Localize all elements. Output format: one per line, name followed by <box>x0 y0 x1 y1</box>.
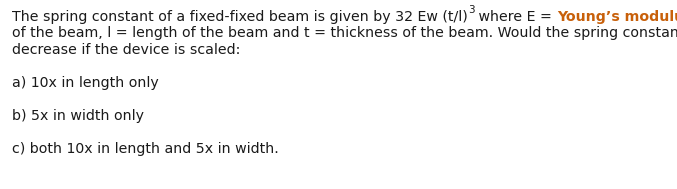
Text: a) 10x in length only: a) 10x in length only <box>12 76 158 90</box>
Text: of the beam, l = length of the beam and t = thickness of the beam. Would the spr: of the beam, l = length of the beam and … <box>12 26 677 40</box>
Text: 3: 3 <box>468 5 475 15</box>
Text: Young’s modulus: Young’s modulus <box>556 10 677 24</box>
Text: c) both 10x in length and 5x in width.: c) both 10x in length and 5x in width. <box>12 142 279 156</box>
Text: where E =: where E = <box>475 10 556 24</box>
Text: The spring constant of a fixed-fixed beam is given by 32 Ew (t/l): The spring constant of a fixed-fixed bea… <box>12 10 468 24</box>
Text: b) 5x in width only: b) 5x in width only <box>12 109 144 123</box>
Text: decrease if the device is scaled:: decrease if the device is scaled: <box>12 43 240 57</box>
